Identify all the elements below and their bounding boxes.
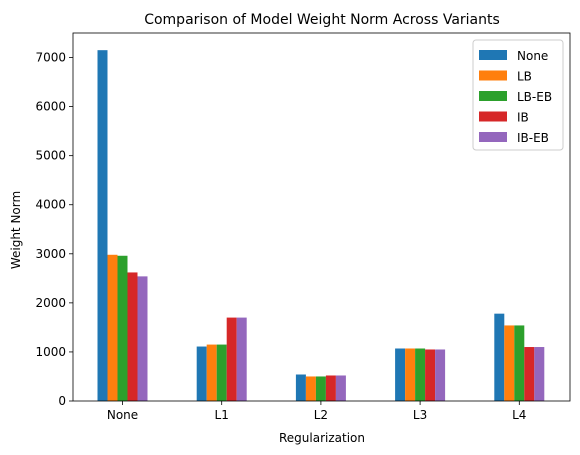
x-axis-label: Regularization (279, 431, 365, 445)
bar-ib-l1 (226, 317, 237, 401)
legend-swatch (479, 132, 507, 142)
x-tick-label: L1 (215, 408, 229, 422)
legend-box (472, 39, 564, 151)
y-tick-label: 6000 (35, 100, 66, 114)
bar-none-l3 (395, 348, 406, 401)
bar-lb-l2 (305, 376, 316, 401)
axes (72, 32, 571, 402)
legend-swatch (479, 50, 507, 60)
x-tick-label: L3 (413, 408, 427, 422)
legend-label: IB (517, 111, 529, 125)
legend-swatch (479, 91, 507, 101)
legend-label: LB-EB (517, 90, 552, 104)
bar-lb-eb-l1 (216, 344, 227, 401)
bar-none-l2 (295, 374, 306, 401)
y-tick-label: 5000 (35, 149, 66, 163)
bar-ib-none (127, 272, 138, 401)
y-tick-label: 7000 (35, 51, 66, 65)
bars (97, 50, 545, 401)
y-tick-label: 3000 (35, 247, 66, 261)
legend-swatch (479, 111, 507, 122)
bar-ib-eb-none (137, 276, 148, 401)
y-axis-label: Weight Norm (9, 191, 23, 269)
y-tick-label: 4000 (35, 198, 66, 212)
bar-ib-eb-l3 (435, 349, 446, 401)
legend-label: None (517, 49, 548, 63)
bar-lb-l4 (504, 325, 515, 401)
y-ticks: 0 1000 2000 3000 4000 5000 6000 7000 (35, 51, 73, 408)
bar-ib-l3 (425, 349, 436, 401)
y-tick-label: 1000 (35, 345, 66, 359)
chart-title: Comparison of Model Weight Norm Across V… (144, 12, 500, 28)
x-tick-label: None (107, 408, 138, 422)
bar-lb-eb-l4 (514, 325, 525, 401)
x-tick-label: L2 (314, 408, 328, 422)
legend-swatch (479, 70, 507, 81)
x-tick-label: L4 (512, 408, 526, 422)
bar-lb-eb-none (117, 255, 128, 401)
legend-label: IB-EB (517, 131, 549, 145)
bar-ib-eb-l4 (534, 347, 545, 401)
bar-lb-eb-l2 (315, 376, 326, 401)
bar-none-none (97, 50, 108, 401)
bar-ib-l4 (524, 347, 535, 401)
bar-ib-eb-l1 (236, 317, 247, 401)
x-ticks: None L1 L2 L3 L4 (107, 401, 526, 422)
bar-lb-eb-l3 (415, 348, 426, 401)
bar-lb-l3 (405, 348, 416, 401)
bar-lb-none (107, 254, 118, 401)
y-tick-label: 2000 (35, 296, 66, 310)
bar-ib-eb-l2 (335, 375, 346, 401)
plot-frame (72, 32, 571, 402)
bar-none-l4 (494, 313, 505, 401)
legend-label: LB (517, 70, 532, 84)
bar-none-l1 (196, 346, 207, 401)
legend: None LB LB-EB IB IB-EB (472, 39, 564, 151)
bar-ib-l2 (325, 375, 336, 401)
y-tick-label: 0 (58, 394, 66, 408)
bar-lb-l1 (206, 344, 217, 401)
